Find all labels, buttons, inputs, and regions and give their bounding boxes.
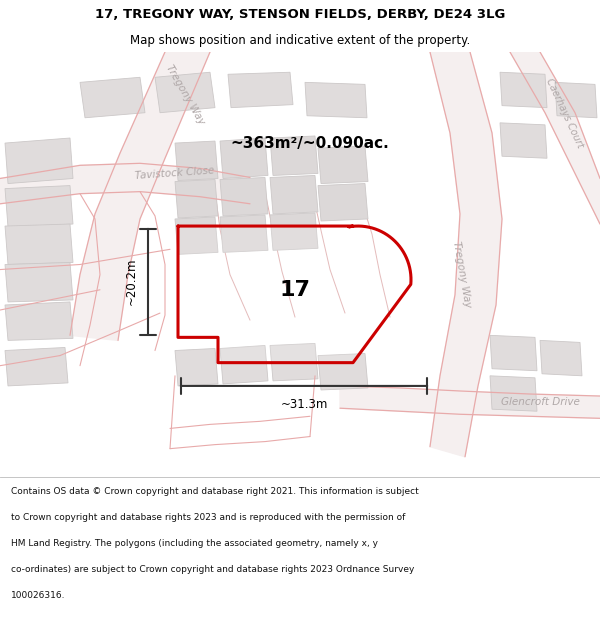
Text: to Crown copyright and database rights 2023 and is reproduced with the permissio: to Crown copyright and database rights 2… [11, 513, 405, 522]
Polygon shape [270, 343, 318, 381]
Polygon shape [5, 186, 73, 227]
Polygon shape [5, 224, 73, 264]
Polygon shape [228, 72, 293, 107]
Text: Contains OS data © Crown copyright and database right 2021. This information is : Contains OS data © Crown copyright and d… [11, 488, 419, 496]
Polygon shape [70, 52, 210, 341]
Polygon shape [220, 138, 268, 179]
Polygon shape [220, 177, 268, 216]
Polygon shape [430, 52, 502, 457]
Polygon shape [175, 349, 218, 386]
Polygon shape [540, 341, 582, 376]
Polygon shape [490, 336, 537, 371]
Text: HM Land Registry. The polygons (including the associated geometry, namely x, y: HM Land Registry. The polygons (includin… [11, 539, 378, 548]
Polygon shape [0, 163, 250, 204]
Text: ~31.3m: ~31.3m [280, 398, 328, 411]
Polygon shape [305, 82, 367, 118]
Polygon shape [500, 72, 547, 107]
Polygon shape [270, 213, 318, 251]
Text: 100026316.: 100026316. [11, 591, 65, 600]
Polygon shape [220, 346, 268, 384]
Polygon shape [175, 141, 218, 181]
Polygon shape [270, 136, 318, 176]
Text: Tavistock Close: Tavistock Close [135, 166, 215, 181]
Text: Tregony Way: Tregony Way [451, 241, 473, 309]
Polygon shape [155, 72, 215, 112]
Text: ~363m²/~0.090ac.: ~363m²/~0.090ac. [230, 136, 389, 151]
Polygon shape [490, 376, 537, 411]
Text: Map shows position and indicative extent of the property.: Map shows position and indicative extent… [130, 34, 470, 47]
Text: Caerhays Court: Caerhays Court [544, 76, 586, 149]
Polygon shape [175, 179, 218, 218]
Text: 17: 17 [280, 280, 311, 300]
Polygon shape [5, 138, 73, 184]
Polygon shape [318, 184, 368, 221]
Text: Tregony Way: Tregony Way [164, 63, 206, 126]
Polygon shape [178, 226, 411, 362]
Polygon shape [510, 52, 600, 224]
Polygon shape [5, 348, 68, 386]
Text: 17, TREGONY WAY, STENSON FIELDS, DERBY, DE24 3LG: 17, TREGONY WAY, STENSON FIELDS, DERBY, … [95, 8, 505, 21]
Text: Glencroft Drive: Glencroft Drive [500, 397, 580, 407]
Polygon shape [5, 302, 73, 341]
Polygon shape [340, 386, 600, 418]
Polygon shape [270, 176, 318, 214]
Polygon shape [80, 78, 145, 118]
Text: co-ordinates) are subject to Crown copyright and database rights 2023 Ordnance S: co-ordinates) are subject to Crown copyr… [11, 565, 414, 574]
Polygon shape [5, 262, 73, 302]
Text: ~20.2m: ~20.2m [125, 258, 138, 306]
Polygon shape [220, 215, 268, 252]
Polygon shape [318, 354, 368, 390]
Polygon shape [555, 82, 597, 118]
Polygon shape [318, 146, 368, 184]
Polygon shape [175, 217, 218, 254]
Polygon shape [500, 123, 547, 158]
